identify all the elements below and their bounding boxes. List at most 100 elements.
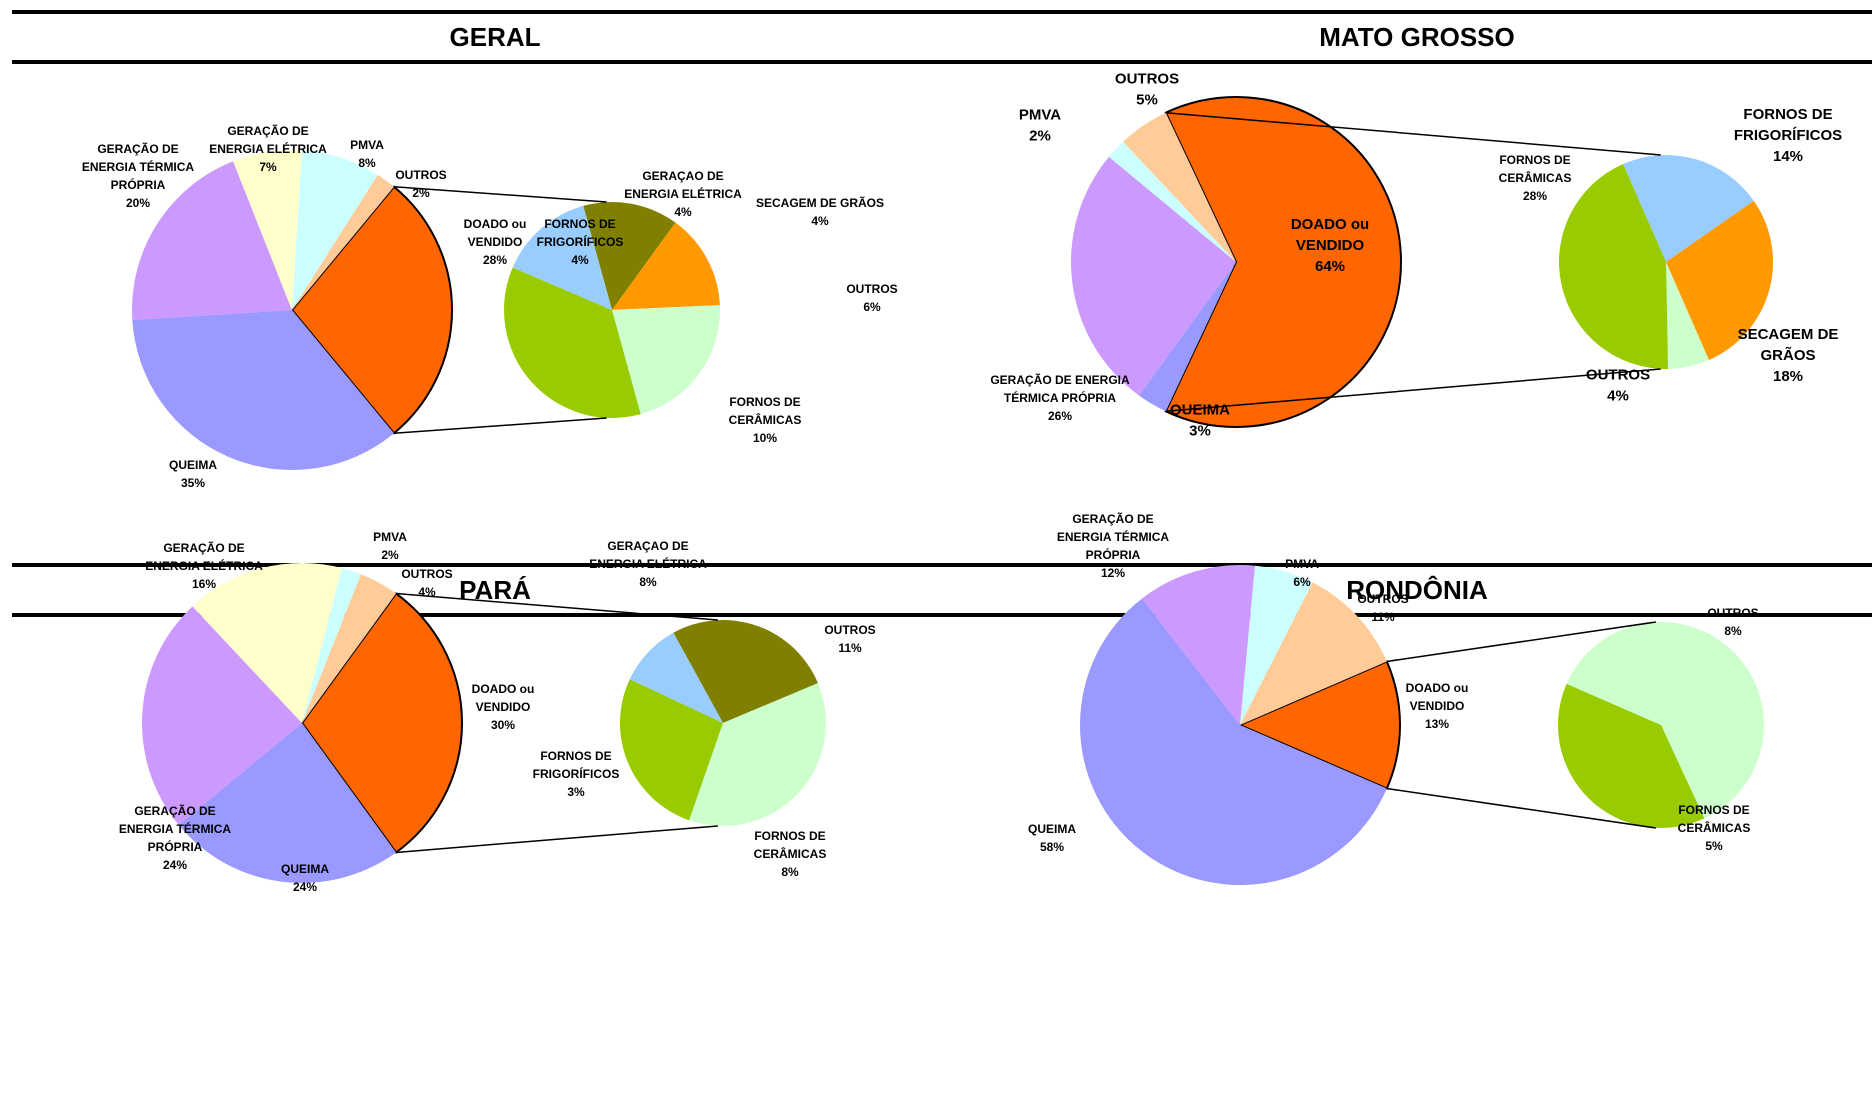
label-pmva-pct: 2% [1029, 128, 1051, 145]
breakdown-label-outros-line: OUTROS [1707, 606, 1758, 620]
breakdown-label-geracao-de-energia-eletrica-line: GERAÇAO DE [642, 169, 723, 183]
panel-title-mato-grosso: MATO GROSSO [1217, 22, 1617, 53]
label-doado-ou-vendido-line: DOADO ou [1291, 216, 1369, 233]
label-queima-line: QUEIMA [1170, 402, 1230, 419]
breakdown-label-fornos-de-ceramicas-line: CERÂMICAS [729, 412, 802, 427]
label-queima-line: QUEIMA [1028, 822, 1076, 836]
label-outros-pct: 4% [418, 585, 436, 599]
label-doado-ou-vendido-line: VENDIDO [476, 700, 531, 714]
label-outros-line: OUTROS [401, 567, 452, 581]
label-geracao-de-energia-termica-propria-line: GERAÇÃO DE [134, 803, 215, 818]
label-geracao-de-energia-eletrica-line: ENERGIA ELÉTRICA [209, 141, 327, 156]
label-pmva-line: PMVA [350, 138, 384, 152]
label-queima-pct: 58% [1040, 840, 1064, 854]
label-outros-pct: 11% [1371, 610, 1395, 624]
breakdown-label-secagem-de-graos-line: SECAGEM DE GRÃOS [756, 195, 884, 210]
breakdown-label-outros-pct: 11% [838, 641, 862, 655]
breakdown-label-fornos-de-frigorificos-line: FRIGORÍFICOS [1734, 127, 1842, 144]
chart-rondonia: DOADO ou VENDIDO 13% QUEIMA 58% GERAÇÃO DE ENE… [936, 620, 1872, 1100]
label-doado-ou-vendido-line: DOADO ou [464, 217, 527, 231]
label-doado-ou-vendido: DOADO ou VENDIDO 13% [1406, 681, 1469, 731]
breakdown-label-fornos-de-frigorificos-pct: 14% [1773, 148, 1803, 165]
label-geracao-de-energia-eletrica-line: ENERGIA ELÉTRICA [145, 558, 263, 573]
chart-para: DOADO ouVENDIDO30%QUEIMA24%GERAÇÃO DEENE… [0, 620, 936, 1100]
breakdown-label-secagem-de-graos-pct: 4% [811, 214, 829, 228]
label-geracao-de-energia-termica-propria-pct: 26% [1048, 409, 1072, 423]
breakdown-label-fornos-de-frigorificos-line: FORNOS DE [544, 217, 615, 231]
label-geracao-de-energia-eletrica-line: GERAÇÃO DE [163, 540, 244, 555]
breakdown-label-outros-line: OUTROS [1586, 367, 1650, 384]
breakdown-label-fornos-de-ceramicas-pct: 28% [1523, 189, 1547, 203]
breakdown-label-outros: OUTROS 4% [1586, 367, 1650, 405]
top-rule-upper [12, 10, 1872, 14]
breakdown-label-fornos-de-ceramicas-line: CERÂMICAS [754, 846, 827, 861]
label-geracao-de-energia-termica-propria-line: GERAÇÃO DE ENERGIA [990, 372, 1130, 387]
label-queima-pct: 35% [181, 476, 205, 490]
breakdown-label-fornos-de-ceramicas-pct: 5% [1705, 839, 1723, 853]
label-outros: OUTROS 11% [1357, 592, 1408, 624]
label-geracao-de-energia-termica-propria-line: ENERGIA TÉRMICA [82, 159, 195, 174]
breakdown-label-fornos-de-frigorificos-pct: 3% [567, 785, 585, 799]
label-doado-ou-vendido-line: DOADO ou [472, 682, 535, 696]
breakdown-label-fornos-de-ceramicas: FORNOS DECERÂMICAS10% [729, 395, 802, 445]
label-doado-ou-vendido-pct: 28% [483, 253, 507, 267]
breakdown-label-fornos-de-frigorificos: FORNOS DE FRIGORÍFICOS 3% [533, 749, 620, 799]
panel-title-geral: GERAL [295, 22, 695, 53]
connector-line-bottom [394, 418, 607, 433]
label-doado-ou-vendido-pct: 13% [1425, 717, 1449, 731]
breakdown-label-outros: OUTROS 8% [1707, 606, 1758, 638]
breakdown-label-fornos-de-ceramicas-line: CERÂMICAS [1499, 170, 1572, 185]
label-queima-pct: 24% [293, 880, 317, 894]
label-doado-ou-vendido-line: VENDIDO [1296, 237, 1365, 254]
breakdown-label-outros-line: OUTROS [846, 282, 897, 296]
label-geracao-de-energia-termica-propria-line: GERAÇÃO DE [97, 141, 178, 156]
label-doado-ou-vendido: DOADO ouVENDIDO30% [472, 682, 535, 732]
label-geracao-de-energia-termica-propria-line: GERAÇÃO DE [1072, 511, 1153, 526]
breakdown-label-secagem-de-graos: SECAGEM DEGRÃOS18% [1738, 326, 1839, 385]
breakdown-label-fornos-de-frigorificos-line: FRIGORÍFICOS [537, 234, 624, 249]
label-pmva: PMVA 2% [1019, 107, 1061, 145]
label-doado-ou-vendido-line: VENDIDO [468, 235, 523, 249]
breakdown-label-secagem-de-graos: SECAGEM DE GRÃOS 4% [756, 195, 884, 228]
label-geracao-de-energia-termica-propria: GERAÇÃO DE ENERGIA TÉRMICA PRÓPRIA 26% [990, 372, 1130, 423]
breakdown-label-fornos-de-ceramicas: FORNOS DECERÂMICAS8% [754, 829, 827, 879]
label-geracao-de-energia-termica-propria-line: ENERGIA TÉRMICA [1057, 529, 1170, 544]
breakdown-label-outros-pct: 8% [1724, 624, 1742, 638]
breakdown-label-fornos-de-frigorificos-line: FRIGORÍFICOS [533, 766, 620, 781]
breakdown-label-fornos-de-ceramicas-line: FORNOS DE [754, 829, 825, 843]
label-pmva-line: PMVA [1019, 107, 1061, 124]
breakdown-label-outros: OUTROS 11% [824, 623, 875, 655]
top-rule-lower [12, 60, 1872, 64]
label-outros-line: OUTROS [1357, 592, 1408, 606]
label-queima-pct: 3% [1189, 423, 1211, 440]
label-pmva-line: PMVA [1285, 557, 1319, 571]
breakdown-label-outros-pct: 4% [1607, 388, 1629, 405]
label-doado-ou-vendido-pct: 64% [1315, 258, 1345, 275]
breakdown-label-fornos-de-frigorificos-line: FORNOS DE [540, 749, 611, 763]
breakdown-label-fornos-de-ceramicas-line: FORNOS DE [1499, 153, 1570, 167]
breakdown-label-fornos-de-ceramicas: FORNOS DE CERÂMICAS 5% [1678, 803, 1751, 853]
breakdown-label-outros: OUTROS 6% [846, 282, 897, 314]
label-outros: OUTROS 5% [1115, 71, 1179, 109]
label-queima-line: QUEIMA [169, 458, 217, 472]
label-geracao-de-energia-eletrica-pct: 16% [192, 577, 216, 591]
label-doado-ou-vendido-line: DOADO ou [1406, 681, 1469, 695]
breakdown-label-outros-pct: 6% [863, 300, 881, 314]
label-geracao-de-energia-termica-propria-pct: 24% [163, 858, 187, 872]
connector-line-bottom [396, 826, 718, 852]
breakdown-label-secagem-de-graos-pct: 18% [1773, 368, 1803, 385]
breakdown-label-fornos-de-frigorificos-pct: 4% [571, 253, 589, 267]
label-queima-line: QUEIMA [281, 862, 329, 876]
label-pmva-pct: 6% [1293, 575, 1311, 589]
breakdown-label-geracao-de-energia-eletrica-pct: 4% [674, 205, 692, 219]
breakdown-label-geracao-de-energia-eletrica-line: GERAÇAO DE [607, 539, 688, 553]
breakdown-label-fornos-de-ceramicas-pct: 10% [753, 431, 777, 445]
breakdown-label-geracao-de-energia-eletrica-pct: 8% [639, 575, 657, 589]
label-outros-line: OUTROS [395, 168, 446, 182]
label-queima: QUEIMA 58% [1028, 822, 1076, 854]
breakdown-label-fornos-de-frigorificos-line: FORNOS DE [1743, 106, 1832, 123]
label-pmva-pct: 2% [381, 548, 399, 562]
label-geracao-de-energia-eletrica-line: GERAÇÃO DE [227, 123, 308, 138]
label-outros-pct: 2% [412, 186, 430, 200]
chart-mato-grosso: DOADO ou VENDIDO 64% QUEIMA 3% GERAÇÃO DE ENE… [936, 70, 1872, 560]
